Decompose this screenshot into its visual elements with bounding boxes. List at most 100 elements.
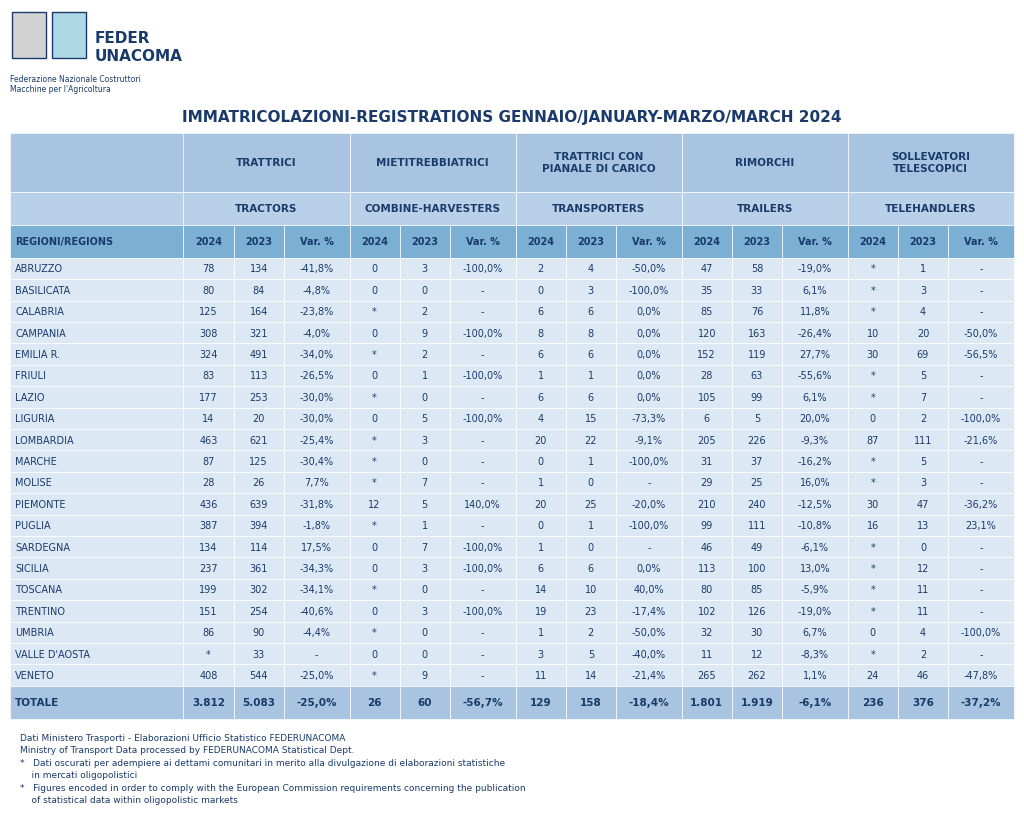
FancyBboxPatch shape (848, 558, 898, 579)
Text: 164: 164 (250, 307, 268, 317)
FancyBboxPatch shape (515, 558, 565, 579)
Text: 262: 262 (748, 670, 766, 681)
Text: 0: 0 (422, 628, 428, 637)
FancyBboxPatch shape (898, 258, 948, 280)
FancyBboxPatch shape (616, 258, 682, 280)
FancyBboxPatch shape (848, 344, 898, 365)
FancyBboxPatch shape (732, 536, 782, 558)
Text: 29: 29 (700, 478, 713, 488)
Text: 0,0%: 0,0% (637, 349, 662, 359)
Text: 6,1%: 6,1% (803, 286, 827, 295)
Text: 35: 35 (700, 286, 713, 295)
FancyBboxPatch shape (10, 515, 183, 536)
Text: ABRUZZO: ABRUZZO (15, 264, 63, 274)
Text: -34,0%: -34,0% (300, 349, 334, 359)
Text: Dati Ministero Trasporti - Elaborazioni Ufficio Statistico FEDERUNACOMA
Ministry: Dati Ministero Trasporti - Elaborazioni … (20, 732, 526, 804)
Text: 11: 11 (916, 606, 929, 616)
FancyBboxPatch shape (948, 387, 1014, 408)
Text: 151: 151 (200, 606, 218, 616)
Text: 5: 5 (422, 414, 428, 424)
Text: 10: 10 (866, 329, 879, 339)
FancyBboxPatch shape (782, 665, 848, 686)
Text: 0,0%: 0,0% (637, 371, 662, 381)
FancyBboxPatch shape (732, 280, 782, 301)
FancyBboxPatch shape (948, 515, 1014, 536)
FancyBboxPatch shape (616, 323, 682, 344)
Text: Var. %: Var. % (798, 237, 831, 247)
FancyBboxPatch shape (51, 13, 85, 59)
FancyBboxPatch shape (10, 192, 349, 226)
FancyBboxPatch shape (183, 686, 233, 719)
Text: 20: 20 (916, 329, 929, 339)
FancyBboxPatch shape (450, 600, 515, 622)
FancyBboxPatch shape (515, 192, 682, 226)
Text: 26: 26 (253, 478, 265, 488)
Text: -: - (979, 649, 983, 659)
FancyBboxPatch shape (732, 472, 782, 493)
FancyBboxPatch shape (682, 472, 732, 493)
Text: 0,0%: 0,0% (637, 392, 662, 402)
Text: LIGURIA: LIGURIA (15, 414, 54, 424)
Text: 9: 9 (422, 329, 428, 339)
Text: 5.083: 5.083 (243, 697, 275, 707)
Text: 7: 7 (920, 392, 926, 402)
Text: 2: 2 (588, 628, 594, 637)
FancyBboxPatch shape (782, 430, 848, 451)
FancyBboxPatch shape (565, 686, 616, 719)
Text: 2023: 2023 (245, 237, 272, 247)
Text: 99: 99 (751, 392, 763, 402)
Text: -16,2%: -16,2% (798, 456, 831, 466)
FancyBboxPatch shape (349, 600, 399, 622)
Text: -: - (979, 563, 983, 573)
FancyBboxPatch shape (848, 430, 898, 451)
FancyBboxPatch shape (349, 558, 399, 579)
FancyBboxPatch shape (450, 451, 515, 472)
FancyBboxPatch shape (682, 686, 732, 719)
FancyBboxPatch shape (732, 258, 782, 280)
Text: 31: 31 (700, 456, 713, 466)
Text: 0: 0 (538, 521, 544, 531)
Text: 5: 5 (920, 371, 926, 381)
FancyBboxPatch shape (183, 579, 233, 600)
FancyBboxPatch shape (682, 344, 732, 365)
FancyBboxPatch shape (616, 472, 682, 493)
Text: -: - (979, 478, 983, 488)
FancyBboxPatch shape (565, 408, 616, 430)
Text: -21,4%: -21,4% (632, 670, 666, 681)
Text: 6: 6 (588, 563, 594, 573)
Text: 1: 1 (422, 371, 428, 381)
FancyBboxPatch shape (948, 280, 1014, 301)
Text: 0: 0 (372, 286, 378, 295)
FancyBboxPatch shape (565, 387, 616, 408)
FancyBboxPatch shape (233, 600, 284, 622)
FancyBboxPatch shape (732, 686, 782, 719)
Text: 0: 0 (422, 456, 428, 466)
FancyBboxPatch shape (616, 665, 682, 686)
FancyBboxPatch shape (183, 643, 233, 665)
Text: 324: 324 (200, 349, 218, 359)
FancyBboxPatch shape (349, 408, 399, 430)
FancyBboxPatch shape (450, 686, 515, 719)
Text: 2: 2 (422, 349, 428, 359)
Text: -: - (481, 670, 484, 681)
FancyBboxPatch shape (450, 558, 515, 579)
Text: 87: 87 (203, 456, 215, 466)
FancyBboxPatch shape (848, 536, 898, 558)
Text: 58: 58 (751, 264, 763, 274)
Text: 140,0%: 140,0% (464, 499, 501, 509)
FancyBboxPatch shape (565, 430, 616, 451)
Text: TRANSPORTERS: TRANSPORTERS (552, 204, 645, 214)
Text: *: * (870, 286, 876, 295)
FancyBboxPatch shape (233, 344, 284, 365)
Text: *: * (373, 307, 377, 317)
Text: -100,0%: -100,0% (961, 414, 1001, 424)
FancyBboxPatch shape (183, 280, 233, 301)
Text: CALABRIA: CALABRIA (15, 307, 65, 317)
Text: 0: 0 (422, 392, 428, 402)
Text: 125: 125 (200, 307, 218, 317)
FancyBboxPatch shape (183, 226, 233, 258)
FancyBboxPatch shape (782, 686, 848, 719)
FancyBboxPatch shape (732, 408, 782, 430)
Text: 621: 621 (250, 435, 268, 445)
FancyBboxPatch shape (10, 301, 183, 323)
